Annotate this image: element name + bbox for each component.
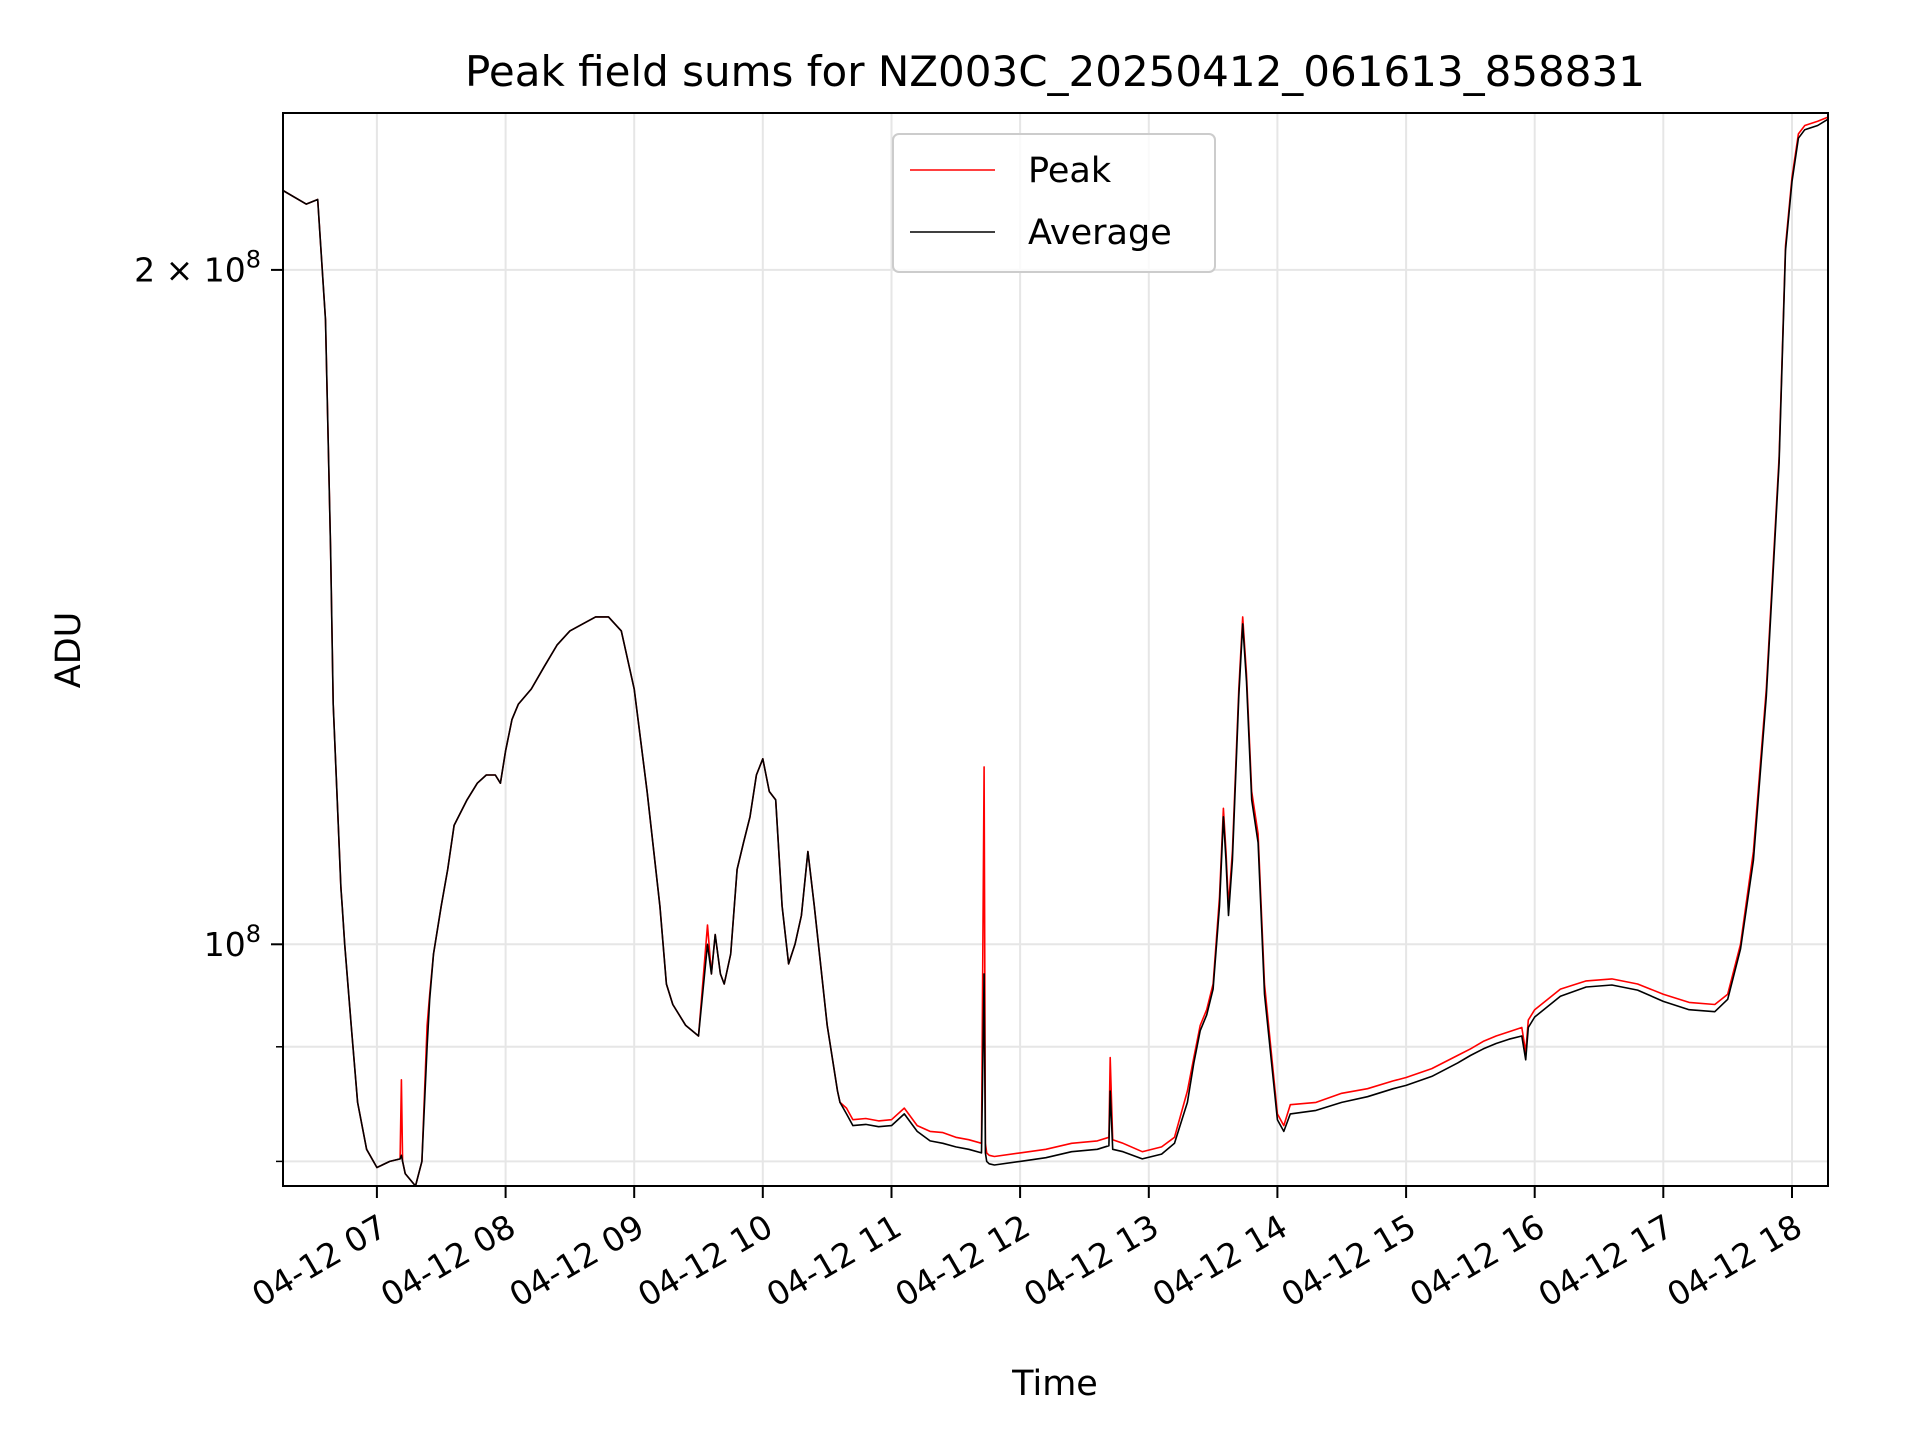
chart-title: Peak field sums for NZ003C_20250412_0616… [465,47,1645,96]
legend-label-peak: Peak [1028,151,1112,191]
series-line-average [282,118,1829,1187]
legend-box [892,133,1216,273]
series-layer [282,116,1829,1187]
x-axis-label: Time [1011,1364,1098,1404]
legend-label-average: Average [1028,213,1172,253]
legend: Peak Average [892,133,1216,273]
y-axis: 108 2 × 108 [134,245,283,1163]
y-axis-label: ADU [49,612,89,689]
plot-frame [282,112,1829,1187]
y-tick-label: 108 [204,920,261,964]
y-tick-label: 2 × 108 [134,245,261,289]
